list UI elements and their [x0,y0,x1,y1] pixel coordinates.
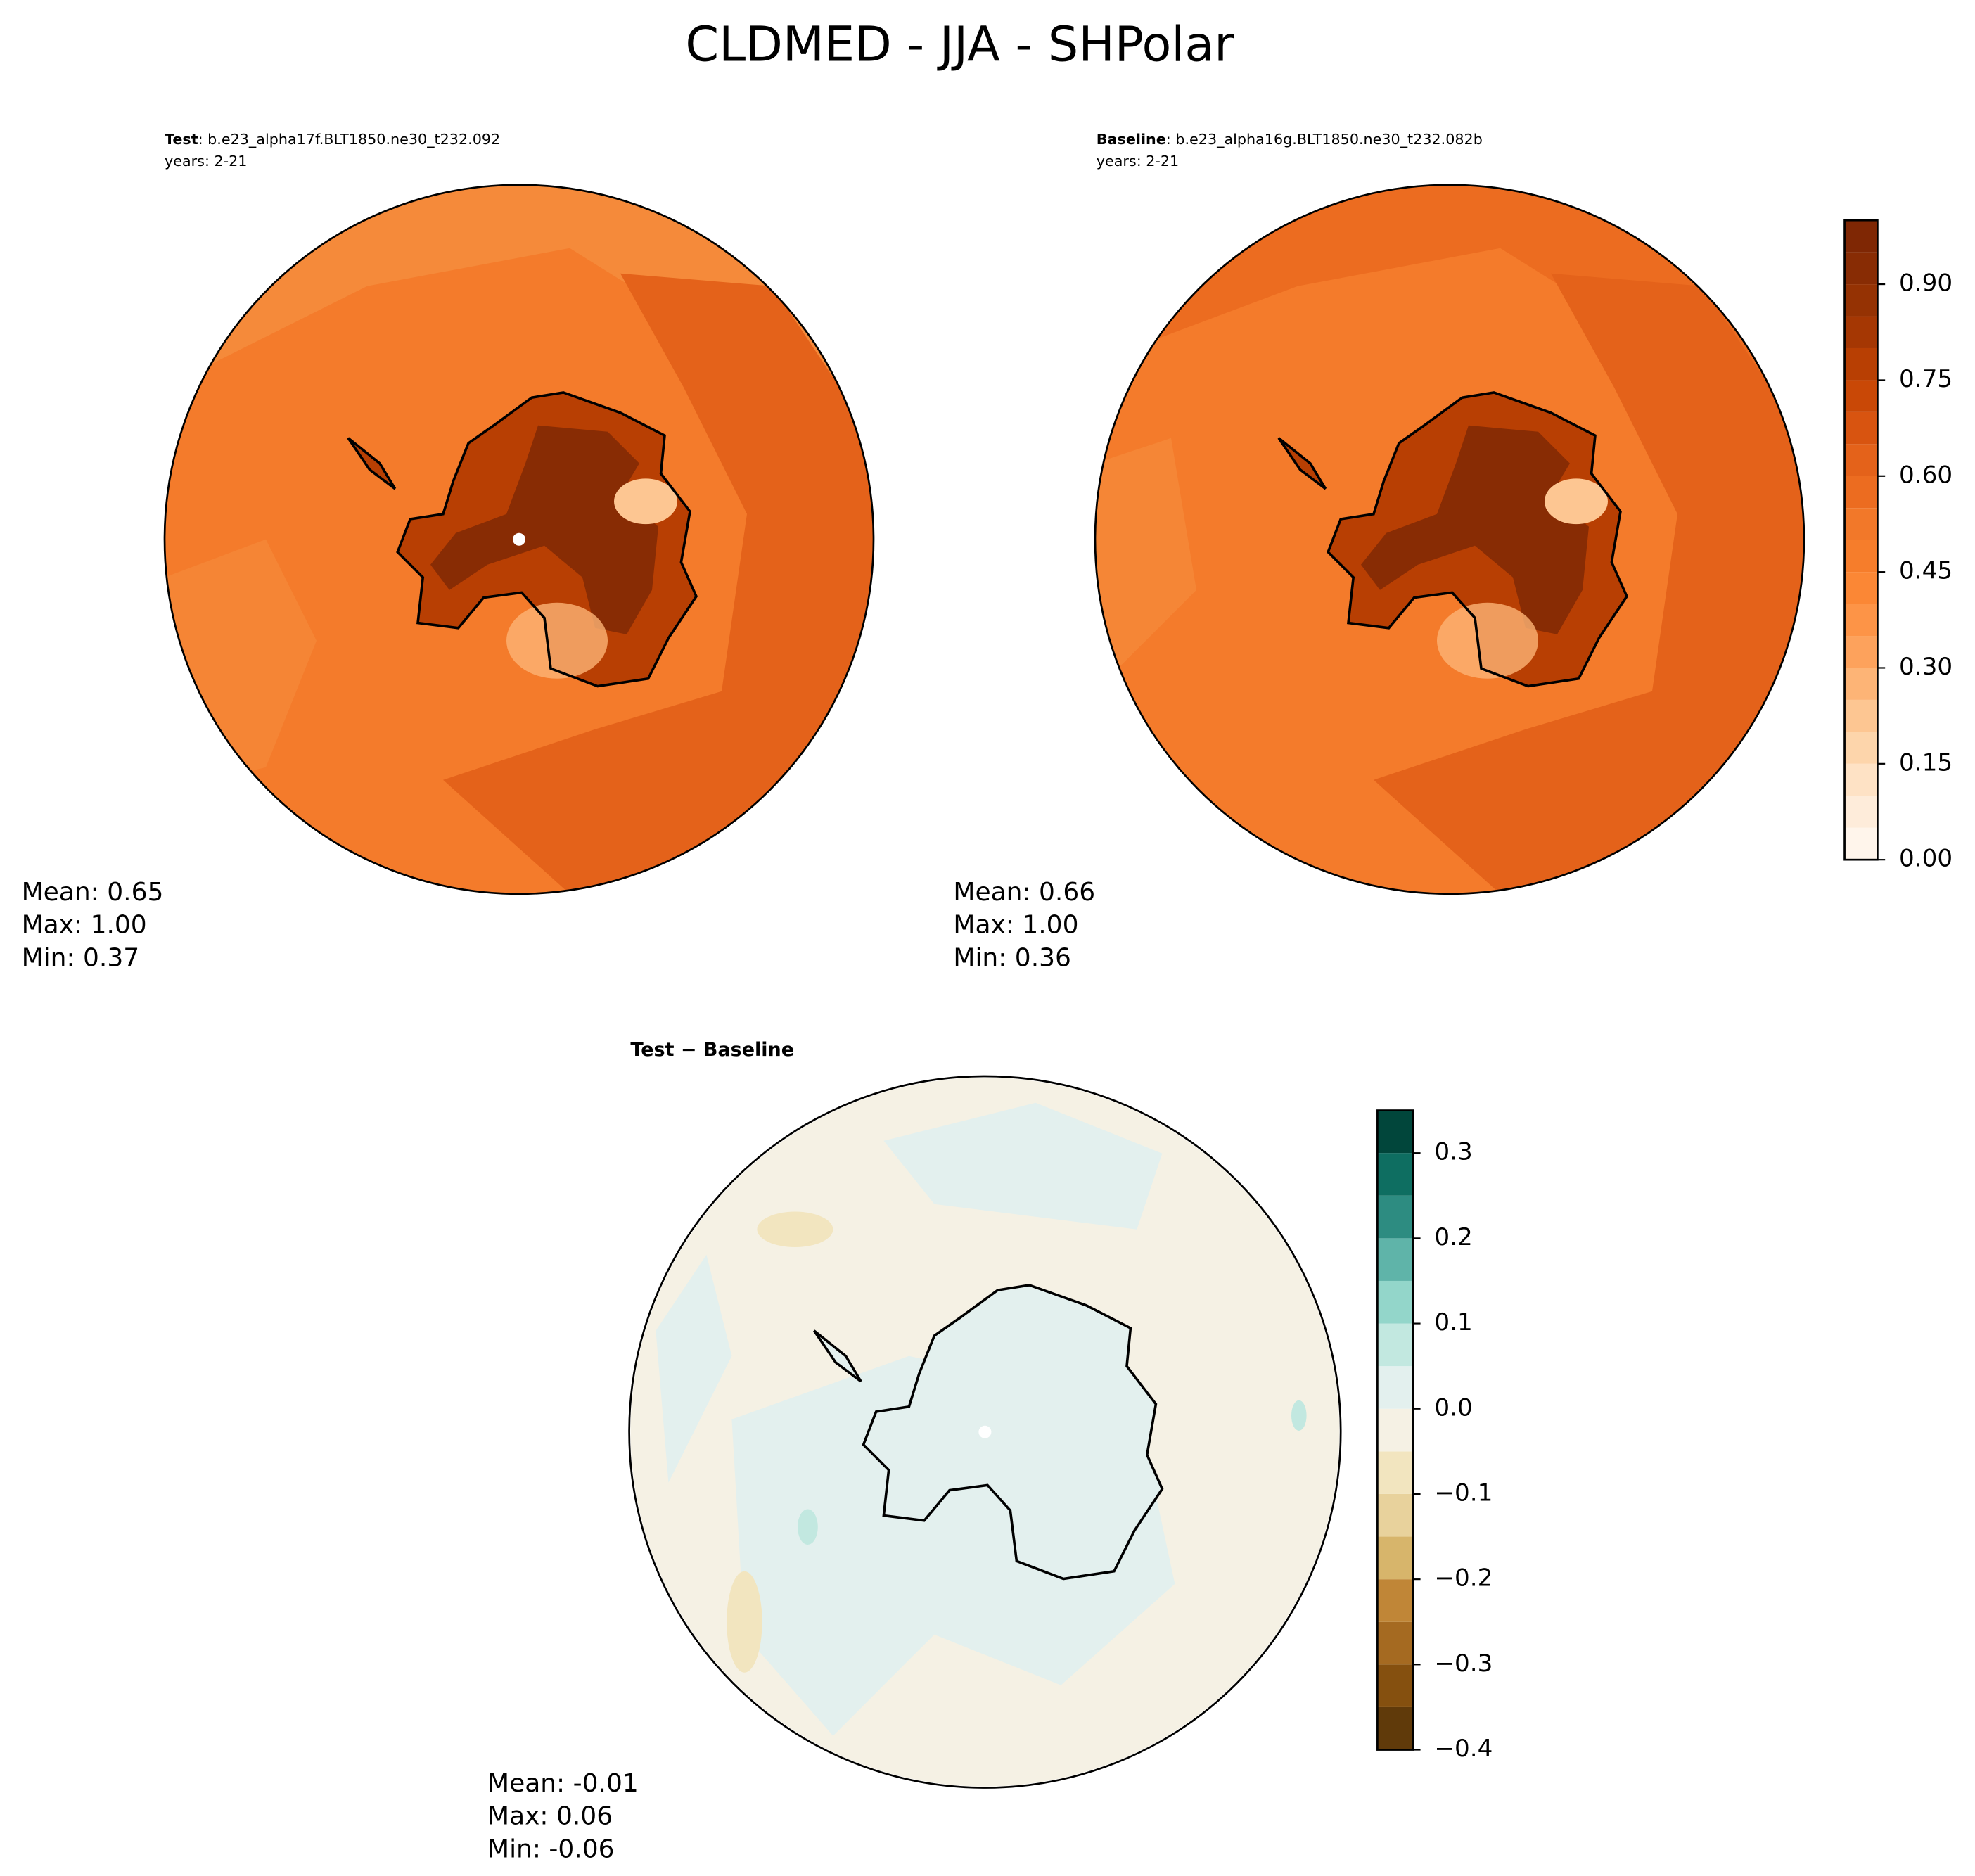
colorbar-tick-label: 0.0 [1434,1393,1472,1422]
colorbar-band [1844,284,1878,317]
colorbar-band [1377,1621,1413,1665]
colorbar-band [1377,1110,1413,1154]
colorbar-band [1377,1664,1413,1707]
colorbar-band [1377,1280,1413,1324]
stat: Mean: 0.65 [22,878,164,907]
colorbar-band [1377,1153,1413,1196]
label: : b.e23_alpha16g.BLT1850.ne30_t232.082b [1166,131,1483,148]
colorbar-band [1844,316,1878,348]
label-bold: Baseline [1097,131,1166,148]
colorbar-tick-label: −0.4 [1434,1735,1493,1763]
panel-subtitle: years: 2-21 [165,153,247,170]
colorbar-band [1377,1493,1413,1537]
map-panel [1094,184,1805,895]
colorbar-tick-label: 0.00 [1899,845,1952,873]
colorbar-band [1844,827,1878,860]
colorbar-band [1377,1366,1413,1409]
colorbar-band [1377,1536,1413,1580]
colorbar-tick-label: 0.45 [1899,557,1952,585]
colorbar-band [1844,380,1878,412]
colorbar-band [1844,476,1878,509]
colorbar-band [1844,732,1878,764]
colorbar-band [1844,604,1878,637]
colorbar-tick-label: 0.60 [1899,461,1952,489]
colorbar-frame [1843,219,1879,861]
map-panel [163,184,875,895]
colorbar-band [1377,1195,1413,1239]
colorbar-tick-label: 0.2 [1434,1223,1472,1251]
colorbar-tick-label: 0.75 [1899,365,1952,393]
colorbar-band [1844,444,1878,476]
panel-label: Test − Baseline [630,1039,794,1061]
colorbar-band [1844,572,1878,604]
colorbar-band [1377,1706,1413,1750]
label: : b.e23_alpha17f.BLT1850.ne30_t232.092 [198,131,501,148]
stat: Mean: -0.01 [487,1769,639,1798]
colorbar-tick-label: 0.3 [1434,1138,1472,1166]
colorbar-band [1844,763,1878,796]
panel-subtitle: years: 2-21 [1097,153,1179,170]
panel-label: Baseline: b.e23_alpha16g.BLT1850.ne30_t2… [1097,131,1483,148]
colorbar-tick-label: −0.1 [1434,1479,1493,1507]
stat: Max: 1.00 [953,911,1078,940]
stat: Min: -0.06 [487,1835,615,1864]
colorbar-tick-label: 0.90 [1899,269,1952,298]
stat: Min: 0.36 [953,943,1071,972]
colorbar-band [1844,508,1878,540]
colorbar-frame [1376,1109,1414,1751]
colorbar-band [1844,796,1878,828]
colorbar-band [1844,636,1878,668]
figure-title: CLDMED - JJA - SHPolar [685,17,1234,72]
colorbar-band [1377,1323,1413,1367]
colorbar-band [1844,668,1878,700]
panel-label: Test: b.e23_alpha17f.BLT1850.ne30_t232.0… [165,131,500,148]
colorbar-band [1377,1451,1413,1494]
colorbar-band [1844,540,1878,573]
label-bold: Test [165,131,198,148]
colorbar-band [1377,1238,1413,1281]
stat: Max: 0.06 [487,1802,613,1831]
stat: Mean: 0.66 [953,878,1095,907]
stat: Min: 0.37 [22,943,140,972]
colorbar-band [1844,699,1878,732]
colorbar-band [1844,411,1878,445]
colorbar-band [1844,347,1878,381]
colorbar-tick-label: 0.30 [1899,653,1952,681]
colorbar-tick-label: 0.15 [1899,748,1952,777]
map-panel [628,1075,1342,1789]
stat: Max: 1.00 [22,911,147,940]
colorbar-tick-label: −0.3 [1434,1650,1493,1678]
colorbar-band [1844,252,1878,285]
colorbar-band [1377,1579,1413,1622]
colorbar-tick-label: 0.1 [1434,1308,1472,1336]
colorbar-band [1377,1408,1413,1452]
colorbar-band [1844,220,1878,253]
colorbar-tick-label: −0.2 [1434,1564,1493,1593]
